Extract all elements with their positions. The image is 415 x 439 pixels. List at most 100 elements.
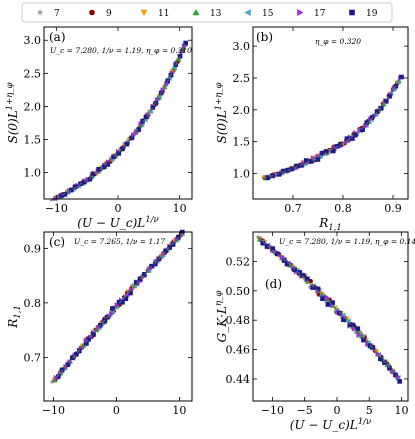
point-L19: [361, 337, 366, 343]
point-L19: [84, 341, 89, 346]
point-L19: [143, 114, 149, 120]
point-L19: [270, 246, 276, 251]
y-tick-label: 2.5: [24, 67, 42, 80]
legend-marker-11: [140, 9, 148, 16]
point-L17: [279, 254, 286, 260]
y-axis-label: R1,1: [6, 305, 23, 329]
point-L19: [350, 322, 356, 328]
point-L19: [399, 74, 404, 80]
point-L19: [364, 120, 370, 126]
legend-marker-17: [297, 9, 304, 16]
fit-parameters: U_c = 7.280, 1/ν = 1.19, η_φ = 0.141: [279, 237, 415, 246]
point-L7: [357, 328, 363, 335]
point-L19: [86, 336, 91, 342]
point-L7: [302, 272, 309, 278]
point-L19: [320, 296, 325, 302]
plot-frame: [252, 231, 409, 402]
x-tick-label: −5: [297, 404, 313, 417]
point-L19: [370, 345, 376, 350]
point-L19: [387, 94, 392, 99]
x-tick-label: 0: [113, 404, 120, 417]
y-tick-label: 1.0: [24, 167, 42, 180]
legend-marker-15: [244, 9, 251, 16]
point-L19: [344, 136, 350, 141]
point-L19: [379, 105, 384, 111]
point-L19: [87, 176, 93, 182]
y-axis-label: S(0)L1+η_φ: [214, 82, 229, 143]
point-L19: [142, 271, 147, 277]
point-L17: [356, 332, 362, 339]
x-tick-label: 0: [333, 404, 340, 417]
fit-parameters: U_c = 7.280, 1/ν = 1.19, η_φ = 0.310: [50, 46, 192, 55]
legend-label-17: 17: [314, 9, 326, 19]
point-L19: [90, 171, 96, 177]
point-L19: [308, 159, 314, 164]
point-L19: [133, 280, 139, 285]
point-L19: [120, 146, 125, 151]
point-L7: [255, 234, 261, 240]
point-L19: [294, 163, 299, 169]
panel-a: −10 0 10 1.0 1.5 2.0 2.5 3.0 (a) U_c = 7.280, 1/ν…: [5, 26, 193, 230]
point-L19: [59, 193, 64, 198]
panel-c: −10 0 10 0.7 0.8 0.9 (c) U_c = 7.265, 1/ν = 1.1…: [6, 229, 193, 417]
point-L19: [264, 244, 270, 249]
panel-label: (b): [256, 30, 273, 44]
y-tick-label: 0.9: [24, 242, 42, 255]
point-L19: [124, 141, 130, 147]
legend: 7 9 11 13 15 17 19: [21, 2, 393, 23]
y-tick-label: 0.50: [226, 285, 251, 298]
point-L19: [116, 151, 122, 156]
point-L19: [378, 356, 383, 361]
y-tick-label: 3.0: [233, 40, 251, 53]
scaling-fit-line: [257, 236, 400, 380]
point-L19: [315, 157, 321, 162]
x-tick-label: −10: [42, 404, 65, 417]
point-L7: [352, 328, 359, 334]
panels: −10 0 10 1.0 1.5 2.0 2.5 3.0 (a) U_c = 7.280, 1/ν…: [5, 26, 415, 432]
x-tick-label: 0.8: [334, 202, 352, 215]
point-L19: [111, 154, 117, 160]
point-L19: [105, 162, 110, 167]
point-L19: [140, 118, 145, 124]
point-L19: [137, 276, 143, 282]
y-axis-label: G_K·Lη_φ: [214, 291, 229, 343]
point-L19: [284, 261, 290, 267]
point-L19: [397, 379, 402, 384]
x-tick-label: 10: [395, 404, 409, 417]
point-L19: [347, 322, 353, 327]
panel-d: −10 −5 0 5 10 0.44 0.46 0.48 0.50 0.52 (d) U_c = 7.…: [214, 231, 415, 432]
legend-entry-11: 11: [140, 9, 169, 19]
point-L19: [128, 290, 133, 296]
legend-marker-7: [36, 9, 44, 16]
point-L19: [300, 273, 306, 278]
point-L19: [70, 355, 75, 360]
point-L19: [276, 172, 282, 177]
data-points: [51, 40, 188, 202]
point-L19: [341, 317, 346, 323]
panel-label: (a): [49, 30, 66, 44]
point-L19: [274, 251, 280, 257]
y-tick-label: 2.0: [24, 100, 42, 113]
fit-parameters: η_φ = 0.320: [315, 37, 361, 46]
y-tick-label: 0.7: [24, 351, 42, 364]
point-L19: [110, 306, 115, 311]
point-L19: [81, 179, 87, 185]
x-axis-label: (U − U_c)L1/ν: [77, 215, 158, 230]
data-points: [261, 74, 404, 181]
point-L19: [305, 276, 310, 282]
panel-b: 0.7 0.8 0.9 1.0 1.5 2.0 2.5 3.0 (b) η_φ = 0.320 R1…: [214, 26, 409, 233]
y-tick-label: 0.46: [226, 344, 251, 357]
legend-entry-7: 7: [36, 9, 60, 19]
point-L19: [153, 261, 158, 267]
point-L19: [59, 367, 65, 373]
plot-frame: [252, 26, 409, 200]
point-L19: [325, 302, 331, 307]
point-L19: [265, 175, 271, 181]
point-L19: [123, 296, 129, 301]
point-L19: [163, 248, 168, 254]
legend-entry-19: 19: [349, 9, 378, 19]
point-L19: [360, 127, 365, 132]
y-tick-label: 3.0: [24, 34, 42, 47]
point-L19: [72, 184, 78, 190]
point-L19: [289, 166, 294, 172]
